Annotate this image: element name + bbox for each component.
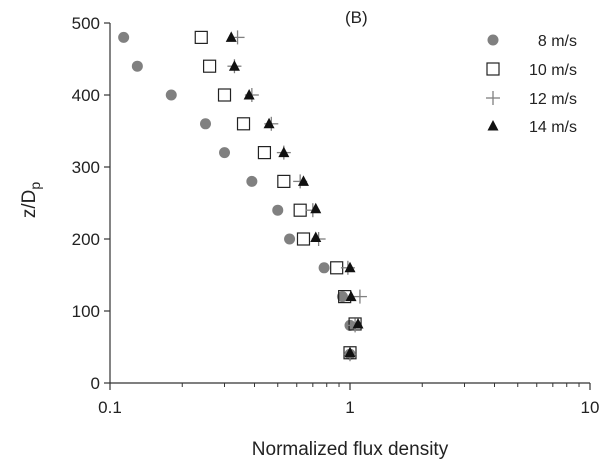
data-point — [228, 60, 240, 71]
data-point — [344, 261, 356, 273]
y-tick-label: 200 — [72, 230, 100, 249]
legend-label: 14 m/s — [529, 119, 577, 136]
data-point — [165, 89, 177, 101]
data-point — [272, 204, 284, 216]
data-point — [293, 203, 307, 217]
legend-marker — [487, 34, 499, 46]
data-point — [243, 89, 255, 100]
legend-marker — [487, 120, 499, 131]
y-axis-label-main: z/D — [19, 190, 40, 219]
data-point — [336, 291, 348, 303]
legend-item: 12 m/s — [486, 91, 577, 108]
data-point — [246, 175, 258, 187]
y-tick-label: 400 — [72, 86, 100, 105]
data-point — [263, 117, 275, 129]
ticks: 0 100 200 300 400 500 0.1 1 10 — [72, 14, 600, 417]
data-point — [225, 31, 237, 42]
x-tick-label: 1 — [345, 398, 354, 417]
legend-label: 10 m/s — [529, 62, 577, 79]
data-point — [219, 147, 231, 159]
y-tick-label: 500 — [72, 14, 100, 33]
y-axis-label: z/Dp — [19, 182, 43, 219]
data-marks — [118, 30, 367, 362]
data-point — [296, 232, 311, 246]
data-point — [131, 60, 143, 72]
data-point — [344, 346, 356, 358]
y-tick-label: 0 — [91, 374, 100, 393]
data-point — [118, 31, 130, 43]
x-tick-label: 10 — [581, 398, 600, 417]
data-point — [217, 88, 232, 102]
data-point — [278, 146, 290, 158]
data-point — [318, 262, 330, 274]
x-axis-label: Normalized flux density — [252, 439, 449, 460]
data-point — [310, 231, 322, 243]
series-2 — [194, 30, 362, 360]
series-1 — [118, 31, 356, 360]
data-point — [277, 174, 291, 188]
data-point — [257, 146, 272, 160]
data-point — [284, 233, 296, 245]
legend-marker — [486, 62, 500, 76]
y-tick-label: 300 — [72, 158, 100, 177]
data-point — [345, 290, 357, 302]
data-point — [236, 117, 251, 131]
data-point — [200, 118, 212, 130]
x-tick-label: 0.1 — [98, 398, 122, 417]
data-point — [194, 30, 208, 44]
data-point — [352, 289, 367, 304]
legend-marker — [486, 91, 500, 105]
data-point — [202, 59, 217, 73]
series-3 — [227, 30, 367, 362]
y-axis-label-subscript: p — [27, 182, 43, 190]
panel-label: (B) — [345, 8, 368, 27]
legend-label: 8 m/s — [538, 33, 577, 50]
data-point — [310, 202, 322, 214]
legend-item: 8 m/s — [487, 33, 577, 50]
data-point — [297, 175, 309, 186]
legend-item: 10 m/s — [486, 62, 577, 79]
legend-item: 14 m/s — [487, 119, 577, 136]
svg-text:z/Dp: z/Dp — [19, 182, 43, 219]
y-tick-label: 100 — [72, 302, 100, 321]
legend-label: 12 m/s — [529, 91, 577, 108]
data-point — [330, 261, 344, 275]
series-4 — [225, 31, 364, 358]
data-point — [352, 317, 364, 329]
legend: 8 m/s 10 m/s 12 m/s 14 m/s — [486, 33, 577, 136]
